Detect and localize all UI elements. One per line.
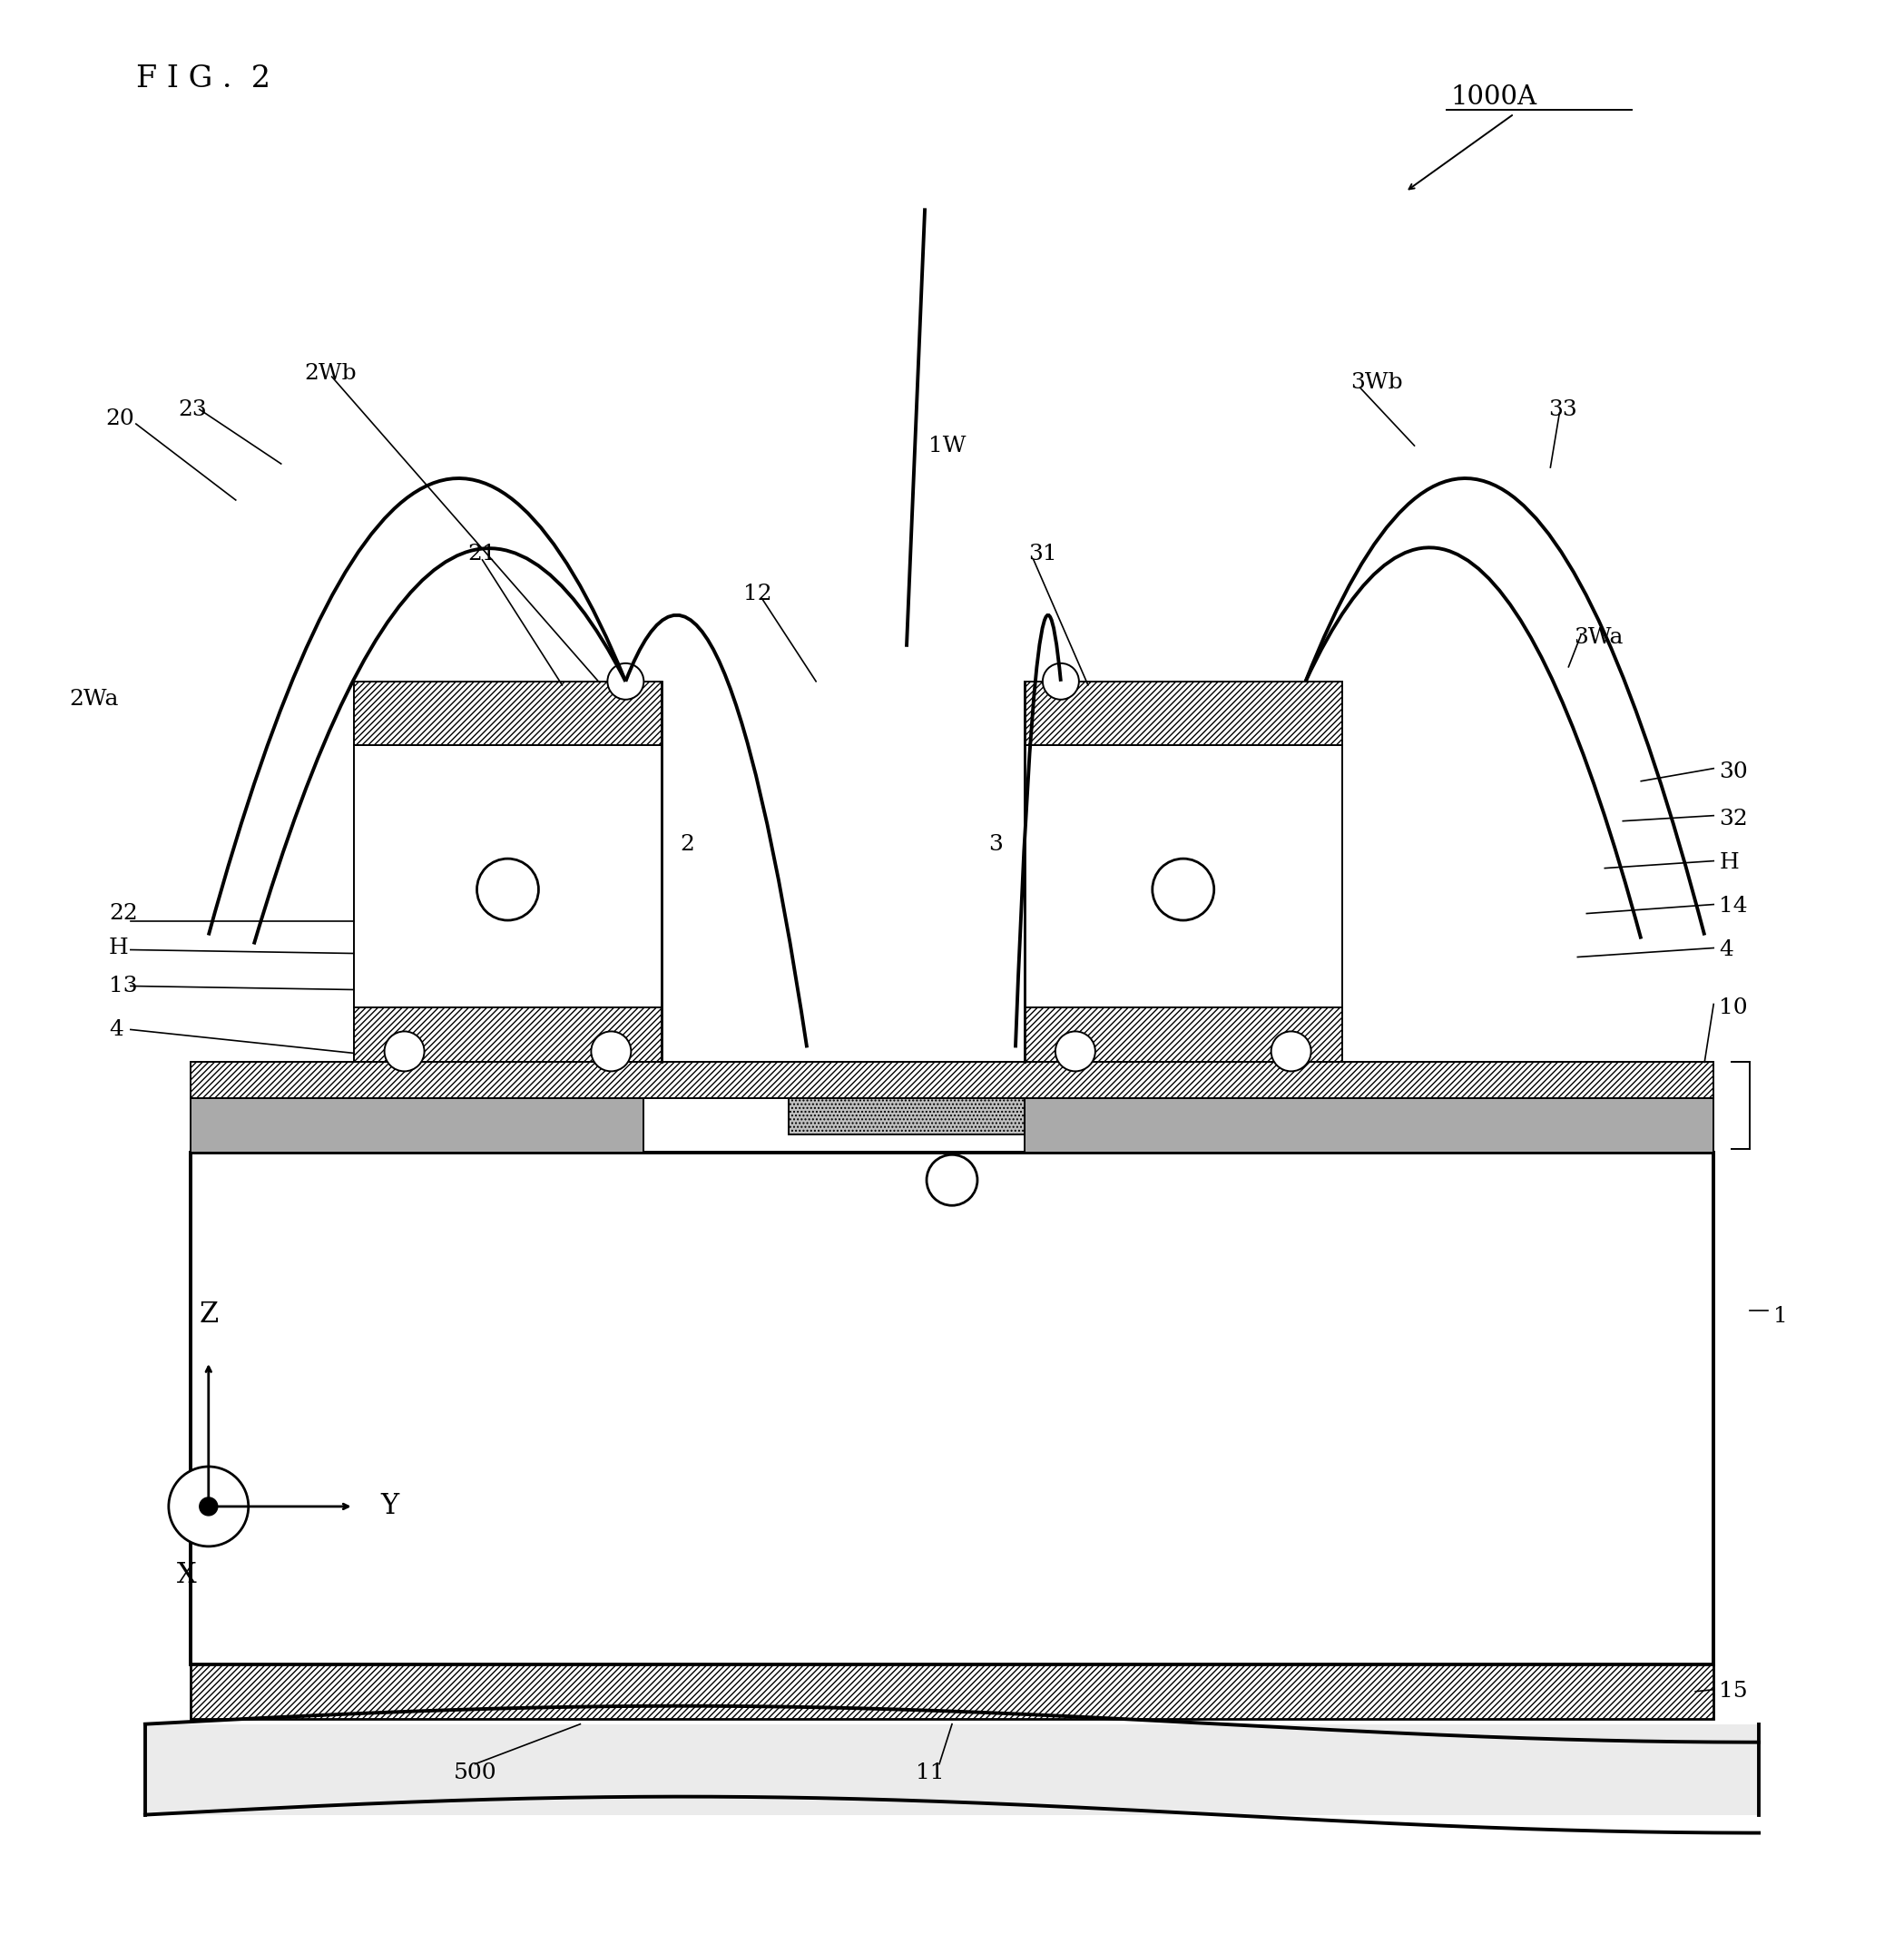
- Text: 1000A: 1000A: [1451, 85, 1537, 110]
- Text: 1W: 1W: [929, 435, 965, 456]
- Text: 1: 1: [1773, 1305, 1788, 1327]
- Circle shape: [607, 663, 644, 700]
- Circle shape: [476, 859, 539, 921]
- Text: 12: 12: [743, 584, 773, 605]
- Text: 22: 22: [109, 903, 137, 924]
- Circle shape: [590, 1031, 630, 1071]
- Bar: [354, 745, 663, 1008]
- Text: 10: 10: [1719, 998, 1748, 1017]
- Bar: [1024, 745, 1342, 1008]
- Text: 2Wa: 2Wa: [69, 689, 118, 710]
- Bar: [354, 1008, 663, 1062]
- Circle shape: [1152, 859, 1215, 921]
- Text: 2Wb: 2Wb: [305, 364, 356, 383]
- Text: 21: 21: [468, 543, 497, 565]
- Text: 15: 15: [1719, 1681, 1748, 1702]
- Text: F I G .  2: F I G . 2: [135, 66, 270, 95]
- Text: 2: 2: [680, 834, 695, 855]
- Text: X: X: [177, 1561, 196, 1590]
- Circle shape: [1055, 1031, 1095, 1071]
- Circle shape: [385, 1031, 425, 1071]
- Text: 33: 33: [1548, 398, 1577, 420]
- Text: 4: 4: [1719, 940, 1733, 959]
- Bar: [190, 1665, 1714, 1719]
- Circle shape: [1272, 1031, 1312, 1071]
- Text: H: H: [1719, 853, 1738, 872]
- Text: 11: 11: [916, 1762, 944, 1783]
- Text: H: H: [109, 938, 129, 959]
- Bar: [190, 1062, 1714, 1099]
- Text: 30: 30: [1719, 762, 1748, 783]
- Bar: [354, 681, 663, 745]
- Circle shape: [1043, 663, 1080, 700]
- Bar: [145, 1723, 1759, 1814]
- Text: 23: 23: [177, 398, 206, 420]
- Text: 13: 13: [109, 975, 137, 996]
- Circle shape: [200, 1497, 217, 1516]
- Text: 3: 3: [988, 834, 1003, 855]
- Text: 4: 4: [109, 1019, 124, 1040]
- Bar: [788, 1062, 1024, 1135]
- Text: Y: Y: [381, 1493, 400, 1520]
- Circle shape: [169, 1466, 248, 1547]
- Text: 3Wa: 3Wa: [1575, 627, 1624, 648]
- Circle shape: [927, 1155, 977, 1205]
- Bar: [1024, 1008, 1342, 1062]
- Text: 32: 32: [1719, 808, 1748, 830]
- Text: 20: 20: [105, 408, 133, 429]
- Bar: [190, 1099, 644, 1153]
- Text: 3Wb: 3Wb: [1352, 371, 1403, 393]
- Text: 14: 14: [1719, 895, 1748, 917]
- Text: Z: Z: [198, 1302, 219, 1329]
- Text: 500: 500: [453, 1762, 497, 1783]
- Text: 31: 31: [1028, 543, 1057, 565]
- Bar: [190, 1153, 1714, 1665]
- Bar: [1024, 681, 1342, 745]
- Bar: [1024, 1099, 1714, 1153]
